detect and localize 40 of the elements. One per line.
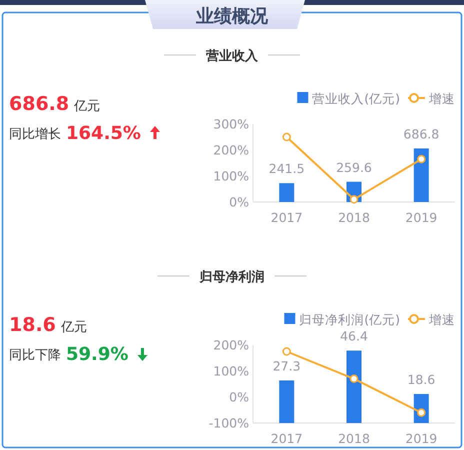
text: 亿元 [60, 320, 87, 335]
y-tick-label: 0% [229, 390, 250, 404]
x-tick-label: 2019 [405, 431, 438, 446]
y-tick-label: 0% [229, 194, 250, 210]
data-label: 241.5 [268, 161, 305, 176]
y-tick-label: 200% [213, 142, 250, 158]
x-tick-label: 2018 [338, 210, 370, 225]
point [350, 195, 358, 204]
y-tick-label: 300% [213, 116, 250, 132]
x-tick-label: 2018 [338, 431, 370, 446]
data-label: 18.6 [407, 372, 436, 387]
text: 同比增长 [9, 127, 61, 142]
text: 同比下降 [9, 348, 61, 363]
legend-label: 增速 [428, 91, 455, 106]
point [350, 374, 358, 384]
text: 18.6 [9, 314, 56, 336]
data-label: 27.3 [272, 358, 301, 374]
x-tick-label: 2017 [270, 431, 303, 446]
x-tick-label: 2017 [270, 210, 303, 225]
y-tick-label: 200% [213, 338, 250, 352]
text: 686.8 [9, 93, 70, 115]
text: 亿元 [73, 99, 100, 114]
text: 业绩概况 [195, 6, 269, 27]
legend-label: 营业收入(亿元) [312, 91, 400, 106]
legend-label: 归母净利润(亿元) [299, 312, 400, 327]
x-tick-label: 2019 [405, 210, 438, 225]
y-tick-label: 100% [213, 168, 250, 184]
point [282, 347, 291, 356]
text: 营业收入 [205, 48, 259, 64]
y-tick-label: 100% [213, 364, 250, 378]
legend-label: 增速 [428, 312, 455, 327]
text: 164.5% [66, 123, 141, 144]
y-tick-label: -100% [208, 416, 250, 430]
data-label: 259.6 [336, 160, 372, 175]
data-label: 686.8 [403, 126, 440, 142]
text: 归母净利润 [198, 269, 264, 285]
point [282, 132, 291, 142]
text: 59.9% [66, 344, 128, 365]
data-label: 46.4 [340, 328, 368, 344]
point [417, 154, 426, 164]
